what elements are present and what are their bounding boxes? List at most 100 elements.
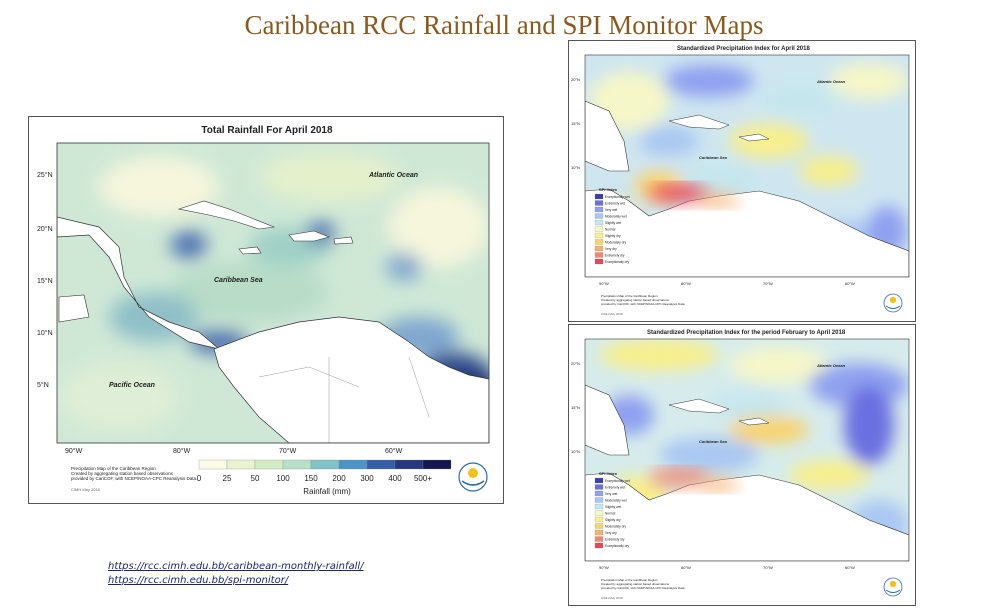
lon-tick: 70°W xyxy=(763,281,773,286)
lon-tick: 70°W xyxy=(763,565,773,570)
atlantic-ocean-label: Atlantic Ocean xyxy=(816,79,846,84)
spi-map-feb-apr-title: Standardized Precipitation Index for the… xyxy=(647,330,846,336)
spi-field xyxy=(585,55,909,277)
lat-tick: 25°N xyxy=(37,171,53,179)
spi-legend-swatch xyxy=(594,536,604,542)
spi-legend-label: Normal xyxy=(605,512,616,516)
lat-tick: 10°N xyxy=(571,449,580,454)
spi-legend-label: Extremely dry xyxy=(605,254,625,258)
legend-swatch xyxy=(254,459,284,470)
source-links: https://rcc.cimh.edu.bb/caribbean-monthl… xyxy=(108,560,364,588)
lat-tick: 5°N xyxy=(37,381,49,389)
lon-tick: 80°W xyxy=(173,447,191,455)
caribbean-sea-label: Caribbean Sea xyxy=(214,277,263,284)
lat-tick: 15°N xyxy=(571,121,580,126)
spi-map-feb-apr-figure: Atlantic Ocean Caribbean Sea 20°N 15°N 10°N 9… xyxy=(571,338,910,600)
spi-legend-label: Exceptionally dry xyxy=(605,260,630,264)
spi-legend-label: Exceptionally dry xyxy=(605,544,630,548)
lon-tick: 90°W xyxy=(599,565,609,570)
spi-legend-label: Very dry xyxy=(605,247,617,251)
lat-tick: 20°N xyxy=(571,361,580,366)
legend-tick: 25 xyxy=(223,474,232,483)
atlantic-ocean-label: Atlantic Ocean xyxy=(368,172,418,179)
legend-swatch xyxy=(310,459,340,470)
spi-legend-swatch xyxy=(594,200,604,206)
lat-tick: 10°N xyxy=(571,165,580,170)
spi-map-april-figure: Atlantic Ocean Caribbean Sea 20°N 15°N 10°N 9… xyxy=(571,54,910,316)
footnote-line: Created by aggregating station based obs… xyxy=(601,582,669,586)
spi-legend-swatch xyxy=(594,252,604,258)
lon-tick: 80°W xyxy=(681,281,691,286)
footnote-line: provided by CariCOF, with NCEP/NOAA-CPC … xyxy=(601,302,685,306)
legend-tick: 150 xyxy=(304,474,318,483)
spi-legend-label: Exceptionally wet xyxy=(605,479,630,483)
legend-swatch xyxy=(282,459,312,470)
spi-legend-label: Moderately dry xyxy=(605,241,626,245)
cimh-logo xyxy=(458,462,488,492)
spi-legend-label: Very wet xyxy=(605,208,617,212)
lon-tick: 90°W xyxy=(599,281,609,286)
lat-tick: 20°N xyxy=(37,225,53,233)
stamp-text: CIMH May 2018 xyxy=(601,596,623,600)
footnote-line: Precipitation Map of the Caribbean Regio… xyxy=(601,294,658,298)
stamp-text: CIMH May 2018 xyxy=(601,312,623,316)
legend-swatch xyxy=(422,459,452,470)
legend-swatch xyxy=(366,459,396,470)
spi-legend-swatch xyxy=(594,226,604,232)
spi-legend-label: Normal xyxy=(605,228,616,232)
spi-legend-swatch xyxy=(594,490,604,497)
spi-legend-swatch xyxy=(594,529,604,536)
legend-swatch xyxy=(338,459,368,470)
legend-tick: 200 xyxy=(332,474,346,483)
spi-legend-title: SPI Index xyxy=(599,471,618,476)
footnote-line: Created by aggregating station based obs… xyxy=(601,298,669,302)
spi-legend-swatch xyxy=(594,477,604,484)
lat-tick: 20°N xyxy=(571,77,580,82)
lon-tick: 70°W xyxy=(279,447,297,455)
spi-legend-label: Very dry xyxy=(605,531,617,535)
legend-swatch xyxy=(394,459,424,470)
spi-map-feb-apr-panel: Standardized Precipitation Index for the… xyxy=(568,324,916,606)
rainfall-legend-title: Rainfall (mm) xyxy=(303,487,351,496)
spi-legend-title: SPI Index xyxy=(599,187,618,192)
cimh-logo xyxy=(883,293,903,313)
caribbean-sea-label: Caribbean Sea xyxy=(699,439,728,444)
spi-legend-label: Extremely dry xyxy=(605,538,625,542)
spi-legend-swatch xyxy=(594,213,604,219)
spi-legend-label: Extremely wet xyxy=(605,202,625,206)
spi-legend-swatch xyxy=(594,523,604,529)
lon-tick: 60°W xyxy=(385,447,403,455)
spi-legend-label: Moderately dry xyxy=(605,525,626,529)
spi-map-april-panel: Standardized Precipitation Index for Apr… xyxy=(568,40,916,322)
stamp-text: CIMH May 2018 xyxy=(71,487,101,492)
monthly-rainfall-link[interactable]: https://rcc.cimh.edu.bb/caribbean-monthl… xyxy=(108,561,364,572)
rainfall-map-panel: Total Rainfall For April 2018 xyxy=(28,116,504,504)
spi-legend-swatch xyxy=(594,258,604,265)
cimh-logo xyxy=(883,577,903,597)
legend-swatch xyxy=(226,459,256,470)
caribbean-sea-label: Caribbean Sea xyxy=(699,155,728,160)
slide-title: Caribbean RCC Rainfall and SPI Monitor M… xyxy=(244,10,764,40)
spi-legend-swatch xyxy=(594,510,604,516)
spi-legend-label: Exceptionally wet xyxy=(605,195,630,199)
spi-field xyxy=(585,339,909,561)
pacific-ocean-label: Pacific Ocean xyxy=(109,382,155,389)
spi-legend-swatch xyxy=(594,497,604,503)
lon-tick: 90°W xyxy=(65,447,83,455)
footnote-line: Created by aggregating station based obs… xyxy=(71,471,174,476)
spi-legend-swatch xyxy=(594,516,604,523)
legend-tick: 500+ xyxy=(414,474,432,483)
legend-tick: 50 xyxy=(251,474,260,483)
legend-swatch xyxy=(198,459,228,470)
spi-legend-swatch xyxy=(594,206,604,213)
legend-tick: 0 xyxy=(197,474,202,483)
spi-legend-label: Moderately wet xyxy=(605,215,627,219)
rainfall-map-figure: Atlantic Ocean Caribbean Sea Pacific Oce… xyxy=(37,142,490,496)
footnote-line: provided by CariCOF, with NCEP/NOAA-CPC … xyxy=(601,586,685,590)
footnote-line: Precipitation Map of the Caribbean Regio… xyxy=(601,578,658,582)
spi-monitor-link[interactable]: https://rcc.cimh.edu.bb/spi-monitor/ xyxy=(108,575,289,586)
lon-tick: 60°W xyxy=(845,281,855,286)
spi-legend-label: Very wet xyxy=(605,492,617,496)
lat-tick: 15°N xyxy=(571,405,580,410)
spi-legend-swatch xyxy=(594,503,604,510)
